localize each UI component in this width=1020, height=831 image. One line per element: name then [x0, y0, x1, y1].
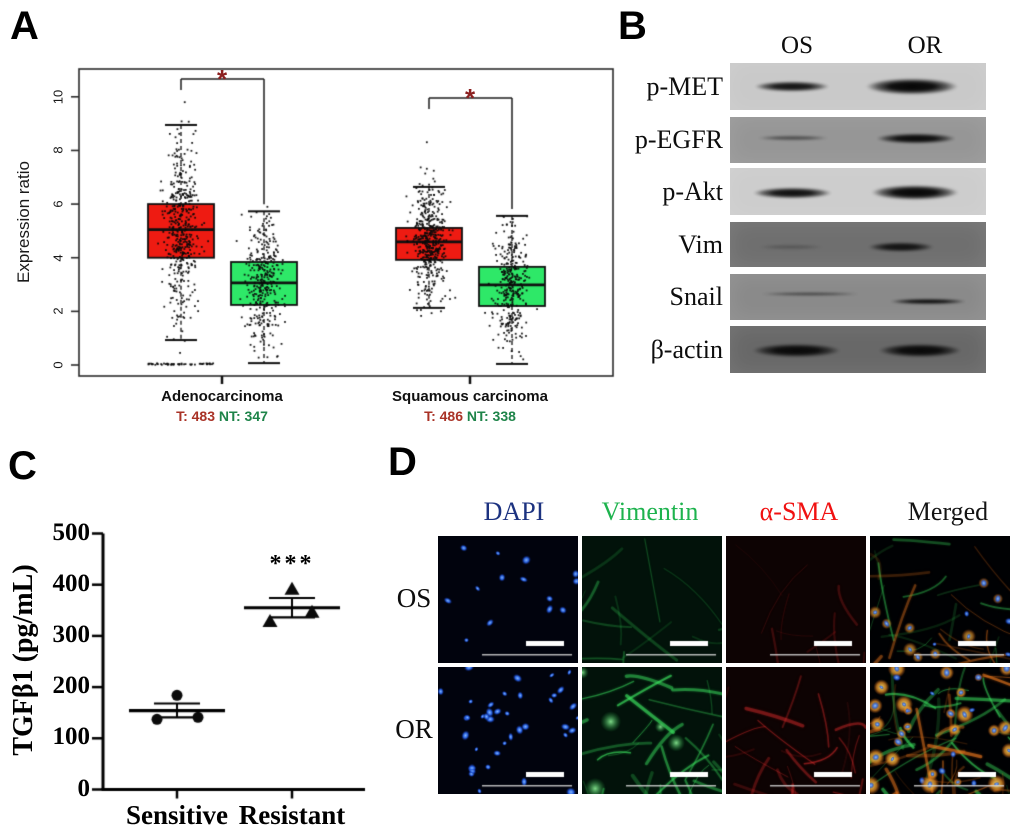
a-significance-star: * [464, 83, 476, 113]
d-column-header: α-SMA [759, 497, 839, 526]
b-row-label: Snail [669, 282, 723, 311]
panel-a-letter: A [10, 4, 39, 48]
d-micrograph-os-vimentin [582, 536, 722, 663]
a-ytick-label: 10 [50, 89, 66, 105]
b-lane-header-or: OR [907, 32, 943, 59]
a-group-label: Adenocarcinoma [161, 388, 283, 405]
a-ytick-label: 6 [50, 200, 66, 208]
b-blot-strip [730, 117, 986, 163]
b-row-label: p-EGFR [634, 125, 723, 154]
b-row-label: Vim [678, 229, 723, 259]
c-ytick-label: 300 [52, 620, 91, 648]
a-group-counts: T: 486 NT: 338 [370, 408, 570, 424]
d-micrograph-or-merged [870, 667, 1010, 794]
a-ytick-label: 2 [50, 307, 66, 315]
a-significance-star: * [216, 64, 228, 94]
panel-d-letter: D [388, 440, 417, 484]
a-tumor-count: T: 483 [176, 408, 215, 424]
a-expression-boxplot-canvas [0, 0, 630, 430]
c-significance-stars: *** [269, 551, 315, 577]
a-ytick-label: 8 [50, 146, 66, 155]
b-protein-band [853, 76, 971, 97]
d-row-header: OR [395, 714, 433, 744]
c-tgfb1-scatter-canvas [0, 430, 410, 831]
b-protein-band [747, 292, 873, 296]
a-group-label: Squamous carcinoma [392, 388, 548, 405]
c-ytick-label: 400 [52, 569, 91, 597]
d-column-header: Merged [907, 497, 989, 526]
panel-c-letter: C [8, 444, 37, 488]
b-protein-band [739, 342, 853, 359]
b-blot-strip [730, 326, 986, 373]
d-micrograph-os-asma [726, 536, 866, 663]
b-row-label: β-actin [650, 334, 723, 364]
panel-b-letter: B [618, 4, 647, 48]
b-blot-strip [730, 63, 986, 110]
b-protein-band [744, 80, 840, 93]
d-micrograph-or-asma [726, 667, 866, 794]
a-tumor-count: T: 486 [424, 408, 463, 424]
a-ytick-label: 0 [50, 361, 66, 369]
d-column-header: DAPI [483, 497, 545, 526]
b-row-label: p-Akt [662, 176, 723, 206]
d-micrograph-os-merged [870, 536, 1010, 663]
b-protein-band [750, 243, 832, 250]
b-row-label: p-MET [646, 71, 723, 101]
c-category-label: Sensitive [125, 800, 228, 830]
d-column-header: Vimentin [601, 497, 699, 526]
c-ytick-label: 500 [52, 518, 91, 546]
c-ytick-label: 0 [77, 774, 91, 802]
a-y-axis-label: Expression ratio [14, 161, 33, 283]
b-blot-strip [730, 168, 986, 215]
a-group-counts: T: 483 NT: 347 [122, 408, 322, 424]
a-normal-count: NT: 338 [466, 408, 516, 424]
b-protein-band [859, 240, 943, 253]
b-protein-band [859, 183, 971, 202]
c-ytick-label: 100 [52, 723, 91, 751]
a-normal-count: NT: 347 [218, 408, 268, 424]
b-blot-strip [730, 274, 986, 320]
d-micrograph-os-dapi [438, 536, 578, 663]
d-micrograph-or-vimentin [582, 667, 722, 794]
b-protein-band [748, 135, 838, 141]
b-lane-header-os: OS [781, 32, 813, 59]
d-row-header: OS [396, 583, 432, 613]
b-protein-band [865, 131, 967, 145]
b-protein-band [879, 297, 977, 305]
c-category-label: Resistant [238, 800, 346, 830]
c-ytick-label: 200 [52, 672, 91, 700]
d-micrograph-or-dapi [438, 667, 578, 794]
b-protein-band [741, 185, 843, 200]
b-protein-band [867, 342, 973, 359]
b-blot-strip [730, 222, 986, 267]
a-ytick-label: 4 [50, 254, 66, 262]
